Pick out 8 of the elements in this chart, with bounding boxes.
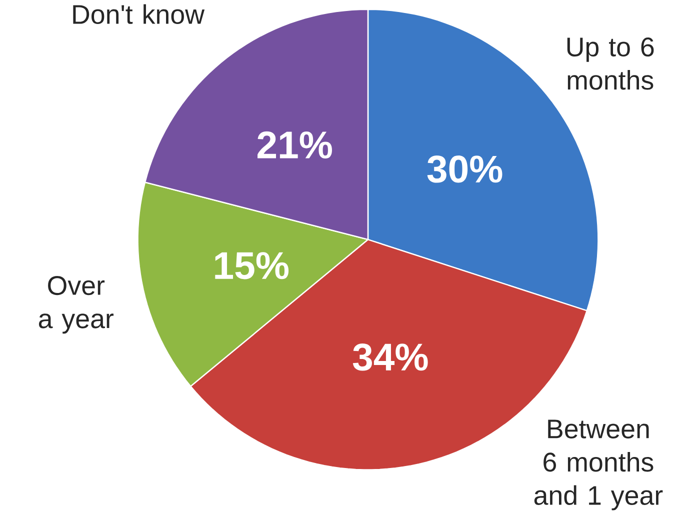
slice-label: Over a year [38,276,114,334]
data-label: 34% [352,344,428,371]
data-label: 21% [258,132,332,159]
slice-label: Don't know [73,4,205,24]
data-label: 30% [427,156,502,184]
slice-label: Between 6 months and 1 year [534,420,663,511]
data-label: 15% [215,252,289,280]
slice-label: Up to 6 months [567,38,654,90]
